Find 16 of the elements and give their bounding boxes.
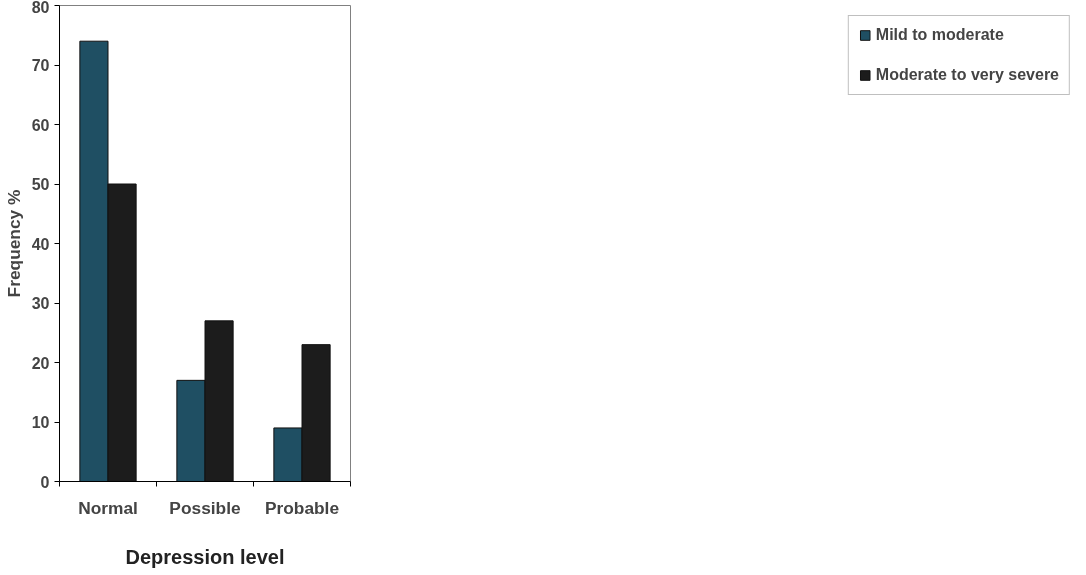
x-tick-label: Probable [264, 497, 340, 518]
x-axis-title: Depression level [125, 545, 285, 568]
y-tick-label: 20 [31, 354, 50, 372]
legend-label: Mild to moderate [875, 26, 1004, 44]
y-tick-label: 50 [31, 176, 50, 193]
y-tick-label: 10 [31, 414, 50, 431]
y-tick-label: 60 [31, 116, 50, 134]
y-tick-label: 40 [31, 235, 50, 253]
y-tick-label: 0 [40, 473, 50, 491]
y-tick-label: 70 [31, 57, 50, 74]
legend-label: Moderate to very severe [875, 66, 1059, 84]
y-axis-title: Frequency % [3, 189, 24, 298]
x-tick-label: Possible [169, 497, 241, 518]
x-tick-label: Normal [78, 497, 138, 518]
y-tick-label: 30 [31, 295, 50, 312]
y-tick-label: 80 [31, 0, 50, 16]
